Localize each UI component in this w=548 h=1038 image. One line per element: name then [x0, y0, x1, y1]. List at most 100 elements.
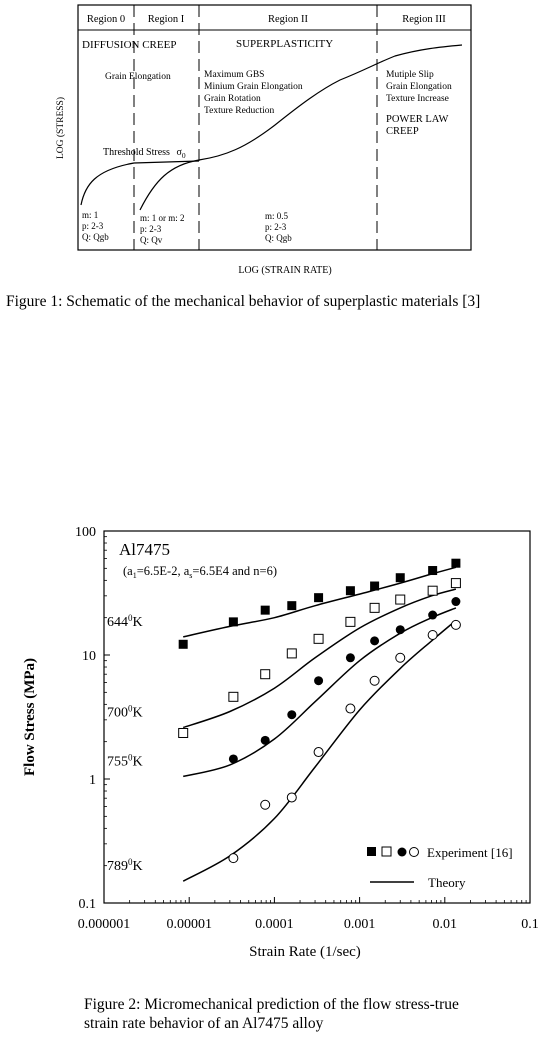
- figure1-caption: Figure 1: Schematic of the mechanical be…: [6, 293, 481, 310]
- figure2-caption-line1: Figure 2: Micromechanical prediction of …: [84, 996, 459, 1013]
- threshold-stress-label: Threshold Stress σ0: [103, 147, 186, 160]
- region-0-label: Region 0: [87, 14, 125, 25]
- chart-annotation-params: (a1=6.5E-2, as=6.5E4 and n=6): [123, 564, 277, 580]
- region2-note-1: Maximum GBS: [204, 70, 264, 80]
- chart-theory-lines: [182, 566, 457, 882]
- x-tick-label: 0.0001: [255, 917, 294, 932]
- data-point-755k: [287, 710, 297, 720]
- region0-param-p: p: 2-3: [82, 221, 104, 231]
- chart-plot-frame: [103, 530, 531, 904]
- data-point-644k: [178, 639, 188, 649]
- region1-param-p: p: 2-3: [140, 224, 162, 234]
- region2-param-q: Q: Qgb: [265, 233, 292, 243]
- temperature-label-789k: 7890K: [107, 857, 143, 874]
- data-point-700k: [427, 585, 438, 596]
- data-point-789k: [345, 703, 356, 714]
- figure1-ylabel: LOG (STRESS): [55, 97, 66, 159]
- data-point-700k: [313, 633, 324, 644]
- region0-param-m: m: 1: [82, 210, 98, 220]
- region2-note-4: Texture Reduction: [204, 106, 275, 116]
- region3-note-2: Grain Elongation: [386, 82, 452, 92]
- chart-ylabel: Flow Stress (MPa): [22, 658, 38, 776]
- data-point-700k: [345, 616, 356, 627]
- figure2-chart: 0.000001 0.00001 0.0001 0.001 0.01 0.1 0.1 1 10 1…: [22, 525, 539, 960]
- x-tick-label: 0.1: [521, 917, 539, 932]
- data-point-789k: [228, 853, 239, 864]
- x-tick-label: 0.001: [344, 917, 376, 932]
- region0-curve: [80, 160, 200, 206]
- data-point-700k: [395, 594, 406, 605]
- power-law-creep-label-2: CREEP: [386, 126, 419, 137]
- theory-line-700k: [182, 588, 457, 729]
- chart-temperature-labels: 6440K 7000K 7550K 7890K: [107, 613, 143, 874]
- data-point-789k: [427, 629, 438, 640]
- data-point-755k: [314, 676, 324, 686]
- data-point-789k: [313, 747, 324, 758]
- data-point-644k: [395, 573, 405, 583]
- x-tick-label: 0.00001: [166, 917, 212, 932]
- data-point-755k: [395, 625, 405, 635]
- region3-note-1: Mutiple Slip: [386, 70, 434, 80]
- legend-marker-filled-square: [367, 847, 376, 856]
- figure2-caption: Figure 2: Micromechanical prediction of …: [84, 995, 524, 1033]
- region-3-label: Region III: [402, 14, 446, 25]
- data-point-789k: [286, 792, 297, 803]
- theory-line-789k: [182, 619, 457, 882]
- main-curve: [198, 44, 463, 161]
- region0-note: Grain Elongation: [105, 72, 171, 82]
- region1-param-m: m: 1 or m: 2: [140, 213, 185, 223]
- region2-note-3: Grain Rotation: [204, 94, 261, 104]
- region-1-label: Region I: [148, 14, 185, 25]
- diffusion-creep-label: DIFFUSION CREEP: [82, 39, 176, 51]
- region2-param-p: p: 2-3: [265, 222, 287, 232]
- y-tick-label: 10: [82, 649, 96, 664]
- region2-note-2: Minium Grain Elongation: [204, 82, 303, 92]
- data-point-755k: [370, 636, 380, 646]
- data-point-644k: [451, 558, 461, 568]
- data-point-700k: [286, 648, 297, 659]
- region0-param-q: Q: Qgb: [82, 232, 109, 242]
- legend-marker-open-square: [381, 846, 392, 857]
- region2-param-m: m: 0.5: [265, 211, 289, 221]
- data-point-755k: [451, 597, 461, 607]
- legend-marker-open-circle: [409, 847, 419, 857]
- figure1-xlabel: LOG (STRAIN RATE): [238, 265, 331, 276]
- superplasticity-label: SUPERPLASTICITY: [236, 38, 333, 50]
- legend-marker-filled-circle: [397, 847, 407, 857]
- chart-annotation-title: Al7475: [119, 540, 170, 559]
- figure2-caption-line2: strain rate behavior of an Al7475 alloy: [84, 1015, 324, 1032]
- figure1-frame: [77, 4, 472, 251]
- data-point-700k: [450, 578, 461, 589]
- data-point-644k: [287, 601, 297, 611]
- temperature-label-644k: 6440K: [107, 613, 143, 630]
- data-point-700k: [178, 727, 189, 738]
- region1-param-q: Q: Qv: [140, 235, 163, 245]
- power-law-creep-label-1: POWER LAW: [386, 114, 449, 125]
- region-2-label: Region II: [268, 14, 308, 25]
- data-point-644k: [428, 566, 438, 576]
- legend-theory-label: Theory: [428, 875, 466, 890]
- chart-xlabel: Strain Rate (1/sec): [249, 944, 361, 960]
- temperature-label-700k: 7000K: [107, 704, 143, 721]
- data-point-755k: [345, 653, 355, 663]
- data-point-700k: [369, 602, 380, 613]
- data-point-700k: [260, 669, 271, 680]
- data-point-644k: [345, 586, 355, 596]
- data-point-789k: [369, 675, 380, 686]
- chart-experiment-points: [178, 558, 461, 864]
- region3-note-3: Texture Increase: [386, 94, 449, 104]
- data-point-755k: [428, 610, 438, 620]
- figure1-schematic: Region 0 Region I Region II Region III D…: [55, 4, 472, 276]
- data-point-644k: [370, 581, 380, 591]
- data-point-789k: [260, 799, 271, 810]
- y-tick-label: 100: [75, 525, 96, 540]
- data-point-755k: [228, 754, 238, 764]
- data-point-700k: [228, 691, 239, 702]
- temperature-label-755k: 7550K: [107, 752, 143, 769]
- y-tick-label: 0.1: [79, 897, 97, 912]
- data-point-644k: [260, 605, 270, 615]
- data-point-755k: [260, 735, 270, 745]
- region1-curve: [139, 159, 200, 211]
- legend-experiment-label: Experiment [16]: [427, 845, 513, 860]
